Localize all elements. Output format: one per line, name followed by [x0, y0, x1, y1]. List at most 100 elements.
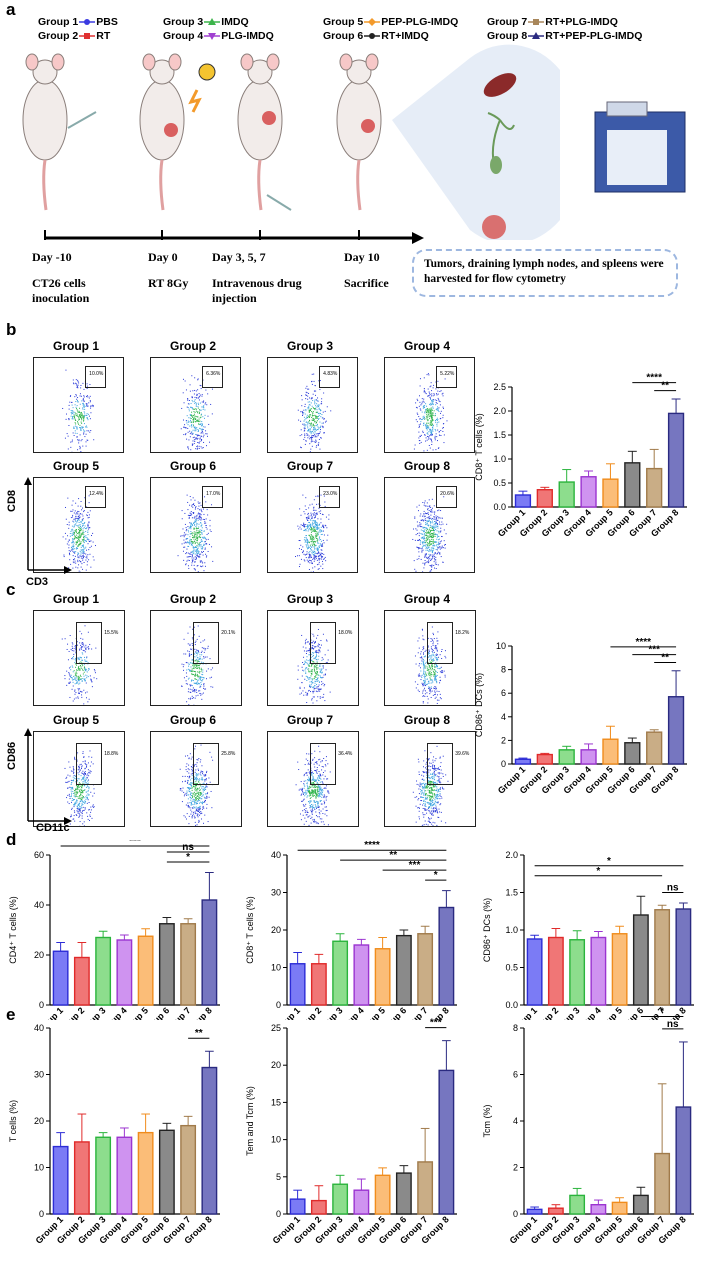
- bar: [526, 938, 543, 1006]
- legend-item: Group 1 PBS: [38, 16, 118, 28]
- bar: [580, 749, 597, 765]
- bar: [417, 1161, 434, 1215]
- legend-group-label: Group 7: [487, 16, 528, 28]
- legend-group-label: Group 3: [163, 16, 204, 28]
- y-tick-label: 15: [271, 1097, 281, 1107]
- legend-item: Group 2 RT: [38, 30, 110, 42]
- y-tick-label: 1.5: [505, 888, 518, 898]
- legend-treatment-label: RT+PLG-IMDQ: [545, 16, 618, 28]
- flow-plot: 36.4%: [267, 731, 359, 833]
- legend-treatment-label: PBS: [96, 16, 118, 28]
- bar: [332, 1183, 349, 1215]
- flow-plot: 5.22%: [384, 357, 475, 460]
- flow-panel-title: Group 7: [287, 459, 334, 473]
- bar: [646, 731, 663, 765]
- legend-item: Group 6 RT+IMDQ: [323, 30, 429, 42]
- flow-gate-value: 5.22%: [440, 371, 455, 378]
- flow-gate-value: 10.0%: [89, 371, 104, 378]
- y-axis-label: CD86⁺ DCs (%): [474, 673, 484, 737]
- flow-scatter: [62, 495, 96, 582]
- legend-marker-icon: [204, 17, 221, 27]
- legend-group-label: Group 5: [323, 16, 364, 28]
- y-axis-label: Tem and Tcm (%): [245, 1086, 255, 1156]
- bar: [654, 1152, 671, 1215]
- bar: [558, 481, 575, 508]
- flow-gate: [193, 622, 219, 664]
- y-tick-label: 1.0: [505, 925, 518, 935]
- legend-marker-icon: [528, 17, 545, 27]
- flow-plot: 17.0%: [150, 477, 241, 580]
- significance-label: **: [661, 653, 669, 664]
- legend-item: Group 7 RT+PLG-IMDQ: [487, 16, 618, 28]
- flow-scatter: [177, 494, 214, 580]
- bar: [395, 1172, 412, 1215]
- panel-label-c: c: [6, 580, 16, 599]
- flow-c-yaxis: CD86: [6, 741, 18, 770]
- legend-marker-icon: [204, 31, 221, 41]
- flow-panel-title: Group 5: [53, 459, 100, 473]
- flow-gate-value: 18.0%: [338, 629, 353, 636]
- y-tick-label: 10: [271, 963, 281, 973]
- flow-panel-title: Group 8: [404, 459, 451, 473]
- y-tick-label: 30: [271, 888, 281, 898]
- legend-treatment-label: RT: [96, 30, 111, 42]
- significance-label: ns: [667, 1019, 679, 1030]
- bar: [73, 1141, 90, 1215]
- significance-label: **: [661, 381, 669, 392]
- bar: [547, 936, 564, 1006]
- y-tick-label: 40: [34, 1023, 44, 1033]
- y-tick-label: 2.5: [493, 382, 506, 392]
- bar: [201, 899, 218, 1006]
- y-tick-label: 0.5: [493, 478, 506, 488]
- bar: [374, 948, 391, 1006]
- y-tick-label: 20: [271, 1060, 281, 1070]
- bar: [201, 1066, 218, 1215]
- bar: [438, 1069, 455, 1215]
- y-tick-label: 1.5: [493, 430, 506, 440]
- tumor-icon: [482, 215, 506, 239]
- flow-plot: 4.83%: [267, 357, 358, 461]
- flow-gate: [427, 743, 453, 785]
- bar: [632, 1194, 649, 1215]
- significance-label: *: [434, 870, 438, 881]
- panel-label-a: a: [6, 0, 16, 19]
- flow-scatter: [180, 375, 213, 464]
- flow-gate: [76, 622, 102, 664]
- bar: [116, 939, 133, 1006]
- y-tick-label: 6: [501, 688, 506, 698]
- y-tick-label: 8: [513, 1023, 518, 1033]
- significance-label: ***: [648, 645, 660, 656]
- flow-plot: 39.6%: [384, 731, 476, 833]
- y-tick-label: 10: [271, 1135, 281, 1145]
- flow-gate: [201, 365, 224, 389]
- y-tick-label: 2.0: [493, 406, 506, 416]
- bar: [667, 412, 685, 508]
- bar: [602, 738, 619, 765]
- flow-plot: 18.8%: [33, 731, 125, 832]
- flow-scatter: [412, 496, 448, 582]
- legend-item: Group 3 IMDQ: [163, 16, 249, 28]
- flow-scatter: [413, 373, 448, 460]
- flow-scatter: [180, 625, 214, 714]
- legend-treatment-label: RT+PEP-PLG-IMDQ: [545, 30, 643, 42]
- timeline-day-3: Day 3, 5, 7: [212, 250, 266, 264]
- flow-gate-value: 6.36%: [206, 371, 221, 378]
- bar: [289, 1198, 306, 1215]
- significance-label: *: [186, 852, 190, 863]
- flow-gate: [427, 622, 453, 664]
- flow-b-yaxis: CD8: [6, 489, 18, 512]
- y-tick-label: 0: [39, 1209, 44, 1219]
- timeline-day-2: Day 0: [148, 250, 178, 264]
- flow-gate: [310, 743, 336, 785]
- bar: [353, 1189, 370, 1215]
- y-tick-label: 10: [496, 641, 506, 651]
- y-tick-label: 0.0: [493, 502, 506, 512]
- bar: [611, 1201, 628, 1215]
- bar: [52, 1145, 69, 1215]
- bar: [667, 696, 685, 765]
- flow-panel-title: Group 2: [170, 339, 217, 353]
- bar: [624, 462, 641, 508]
